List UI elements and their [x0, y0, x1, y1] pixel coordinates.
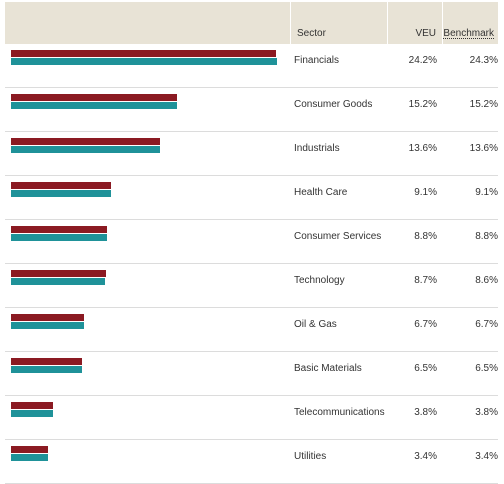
benchmark-value: 8.6%: [475, 275, 498, 286]
benchmark-bar: [11, 146, 160, 153]
table-row: Financials 24.2% 24.3%: [5, 44, 498, 88]
veu-value: 9.1%: [414, 187, 437, 198]
chart-column-header: [5, 2, 290, 44]
table-row: Industrials 13.6% 13.6%: [5, 132, 498, 176]
veu-value: 6.5%: [414, 363, 437, 374]
sector-label: Technology: [294, 275, 345, 286]
sector-label: Oil & Gas: [294, 319, 337, 330]
benchmark-bar: [11, 322, 85, 329]
benchmark-value: 3.8%: [475, 407, 498, 418]
table-row: Telecommunications 3.8% 3.8%: [5, 396, 498, 440]
table-row: Basic Materials 6.5% 6.5%: [5, 352, 498, 396]
veu-value: 8.7%: [414, 275, 437, 286]
sector-label: Financials: [294, 55, 340, 66]
veu-bar: [11, 358, 83, 365]
benchmark-value: 6.7%: [475, 319, 498, 330]
veu-value: 3.4%: [414, 451, 437, 462]
veu-bar: [11, 314, 85, 321]
benchmark-value: 24.3%: [469, 55, 498, 66]
table-header: Sector VEU Benchmark: [5, 2, 498, 44]
sector-label: Consumer Services: [294, 231, 382, 242]
benchmark-bar: [11, 58, 277, 65]
veu-bar: [11, 182, 111, 189]
benchmark-bar: [11, 454, 49, 461]
sector-label: Health Care: [294, 187, 348, 198]
sector-column-header: Sector: [291, 2, 387, 44]
table-row: Utilities 3.4% 3.4%: [5, 440, 498, 484]
table-row: Technology 8.7% 8.6%: [5, 264, 498, 308]
benchmark-bar: [11, 410, 53, 417]
sector-label: Utilities: [294, 451, 327, 462]
benchmark-bar: [11, 366, 83, 373]
benchmark-column-header[interactable]: Benchmark: [443, 2, 498, 44]
sector-label: Telecommunications: [294, 407, 385, 418]
table-row: Consumer Goods 15.2% 15.2%: [5, 88, 498, 132]
table-row: Health Care 9.1% 9.1%: [5, 176, 498, 220]
sector-label: Consumer Goods: [294, 99, 373, 110]
veu-value: 3.8%: [414, 407, 437, 418]
benchmark-header-label[interactable]: Benchmark: [443, 28, 494, 39]
veu-bar: [11, 94, 178, 101]
veu-value: 15.2%: [408, 99, 437, 110]
sector-label: Basic Materials: [294, 363, 362, 374]
benchmark-bar: [11, 278, 106, 285]
veu-value: 8.8%: [414, 231, 437, 242]
veu-bar: [11, 270, 107, 277]
benchmark-bar: [11, 234, 108, 241]
veu-bar: [11, 402, 53, 409]
veu-value: 24.2%: [408, 55, 437, 66]
table-row: Oil & Gas 6.7% 6.7%: [5, 308, 498, 352]
table-row: Consumer Services 8.8% 8.8%: [5, 220, 498, 264]
veu-bar: [11, 446, 49, 453]
veu-value: 13.6%: [408, 143, 437, 154]
benchmark-value: 15.2%: [469, 99, 498, 110]
benchmark-value: 9.1%: [475, 187, 498, 198]
veu-value: 6.7%: [414, 319, 437, 330]
veu-column-header: VEU: [388, 2, 442, 44]
benchmark-value: 13.6%: [469, 143, 498, 154]
veu-bar: [11, 50, 276, 57]
benchmark-value: 3.4%: [475, 451, 498, 462]
benchmark-bar: [11, 190, 111, 197]
sector-rows: Financials 24.2% 24.3% Consumer Goods 15…: [5, 44, 498, 484]
benchmark-value: 8.8%: [475, 231, 498, 242]
veu-bar: [11, 226, 108, 233]
sector-label: Industrials: [294, 143, 340, 154]
veu-bar: [11, 138, 160, 145]
benchmark-bar: [11, 102, 178, 109]
benchmark-value: 6.5%: [475, 363, 498, 374]
